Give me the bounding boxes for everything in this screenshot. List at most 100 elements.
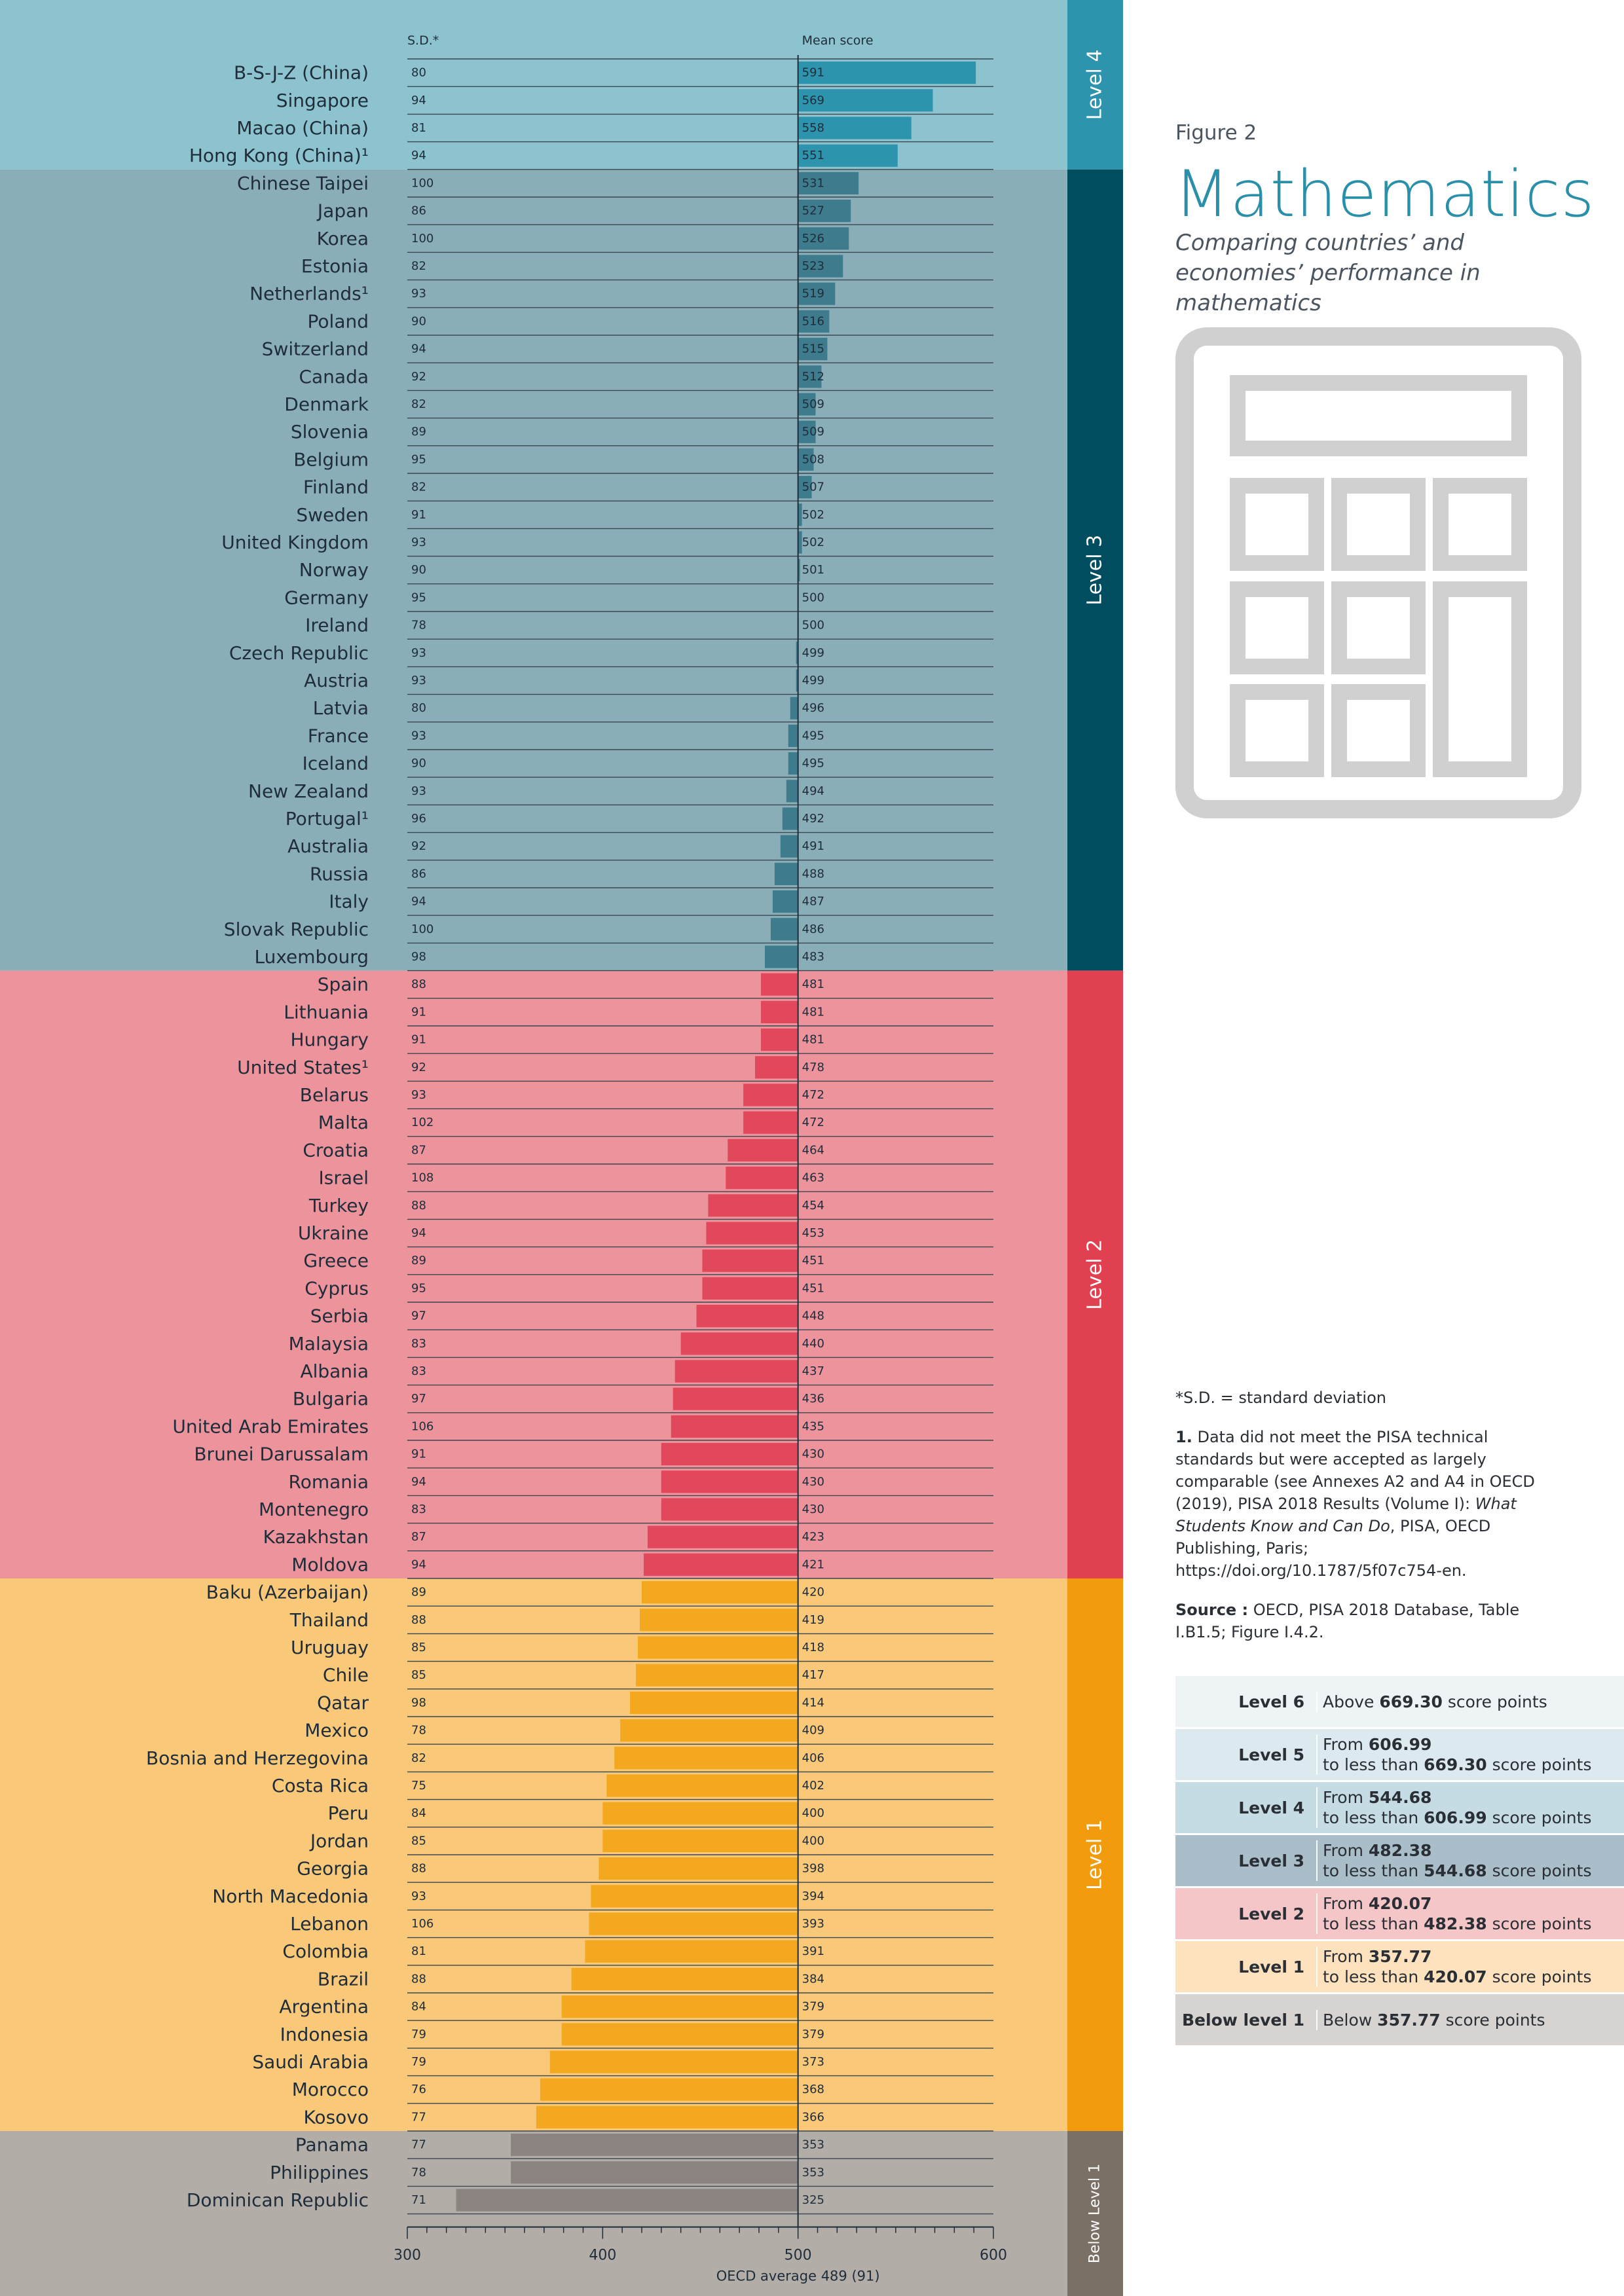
- mean-value: 558: [802, 121, 824, 135]
- level-name: Level 5: [1238, 1745, 1304, 1764]
- sd-value: 93: [411, 1889, 426, 1903]
- score-bar: [643, 1553, 798, 1576]
- mean-value: 379: [802, 2000, 824, 2014]
- country-label: Argentina: [279, 1996, 369, 2018]
- score-bar: [798, 282, 836, 305]
- country-label: Georgia: [297, 1858, 369, 1880]
- mean-value: 512: [802, 370, 824, 384]
- score-bar: [760, 1029, 798, 1051]
- mean-value: 437: [802, 1364, 824, 1378]
- score-bar: [788, 752, 798, 775]
- score-bar: [764, 945, 798, 968]
- score-bar: [630, 1691, 798, 1714]
- info-panel: Figure 2 Mathematics Comparing countries…: [1123, 0, 1624, 2296]
- score-bar: [549, 2050, 798, 2073]
- sd-value: 86: [411, 867, 426, 881]
- mean-value: 391: [802, 1944, 824, 1958]
- score-bar: [798, 144, 898, 167]
- score-bar: [743, 1111, 798, 1134]
- sd-value: 87: [411, 1143, 426, 1157]
- mean-value: 495: [802, 757, 824, 771]
- sd-value: 75: [411, 1779, 426, 1793]
- country-label: Czech Republic: [229, 642, 369, 664]
- score-bar: [798, 476, 812, 499]
- score-bar: [726, 1167, 798, 1190]
- mean-value: 400: [802, 1806, 824, 1820]
- score-bar: [743, 1084, 798, 1106]
- country-label: Brazil: [318, 1968, 369, 1990]
- country-label: Macao (China): [236, 117, 369, 139]
- mean-value: 502: [802, 508, 824, 522]
- sd-value: 94: [411, 895, 426, 909]
- mean-value: 451: [802, 1281, 824, 1295]
- score-bar: [760, 1000, 798, 1023]
- mean-value: 494: [802, 784, 824, 798]
- mean-value: 379: [802, 2028, 824, 2041]
- sd-value: 92: [411, 370, 426, 384]
- score-bar: [614, 1747, 798, 1770]
- country-label: Portugal¹: [286, 808, 369, 829]
- country-label: Indonesia: [280, 2024, 369, 2045]
- country-label: Austria: [304, 670, 369, 691]
- sd-value: 78: [411, 2166, 426, 2179]
- score-bar: [602, 1829, 798, 1852]
- mean-value: 454: [802, 1199, 824, 1212]
- sd-value: 93: [411, 536, 426, 549]
- mean-value: 502: [802, 536, 824, 549]
- sd-value: 89: [411, 1254, 426, 1267]
- sd-value: 91: [411, 1448, 426, 1461]
- score-bar: [798, 531, 802, 554]
- level-range: Above 669.30 score points: [1316, 1691, 1624, 1712]
- country-label: Germany: [284, 587, 369, 608]
- score-bar: [796, 642, 798, 665]
- mean-value: 430: [802, 1503, 824, 1516]
- country-label: Chinese Taipei: [237, 172, 369, 194]
- country-label: Slovenia: [291, 421, 369, 443]
- note-1: 1. Data did not meet the PISA technical …: [1175, 1428, 1535, 1580]
- score-bar: [798, 503, 802, 526]
- mean-value: 509: [802, 425, 824, 439]
- mean-value: 500: [802, 619, 824, 632]
- sd-value: 85: [411, 1641, 426, 1654]
- country-label: Lebanon: [290, 1913, 369, 1935]
- country-label: Belarus: [300, 1084, 369, 1106]
- mean-value: 516: [802, 314, 824, 328]
- sd-value: 77: [411, 2138, 426, 2152]
- sd-value: 88: [411, 1862, 426, 1876]
- sd-value: 89: [411, 425, 426, 439]
- mean-value: 488: [802, 867, 824, 881]
- sd-value: 85: [411, 1668, 426, 1682]
- sd-value: 83: [411, 1364, 426, 1378]
- mean-value: 398: [802, 1862, 824, 1876]
- sd-value: 79: [411, 2028, 426, 2041]
- score-bar: [760, 973, 798, 996]
- country-label: Kosovo: [303, 2106, 369, 2128]
- level-name: Level 3: [1238, 1851, 1304, 1870]
- level-row: Level 3 From 482.38 to less than 544.68 sc…: [1175, 1835, 1624, 1886]
- sd-value: 81: [411, 121, 426, 135]
- country-label: Denmark: [284, 393, 369, 415]
- sd-value: 108: [411, 1171, 434, 1185]
- country-label: Malaysia: [289, 1333, 369, 1355]
- score-bar: [770, 918, 798, 941]
- mean-value: 414: [802, 1696, 824, 1709]
- level-row: Level 1 From 357.77 to less than 420.07 sc…: [1175, 1941, 1624, 1992]
- sd-value: 87: [411, 1530, 426, 1544]
- country-label: Spain: [318, 974, 369, 995]
- footnotes: *S.D. = standard deviation 1. Data did n…: [1175, 1387, 1568, 1660]
- mean-value: 373: [802, 2055, 824, 2069]
- score-bar: [571, 1967, 798, 1990]
- country-label: Baku (Azerbaijan): [206, 1582, 369, 1603]
- score-bar: [680, 1332, 798, 1355]
- score-bar: [772, 890, 798, 913]
- sd-value: 97: [411, 1392, 426, 1406]
- score-bar: [696, 1305, 798, 1328]
- mean-value: 430: [802, 1475, 824, 1489]
- mean-value: 393: [802, 1917, 824, 1931]
- mean-value: 417: [802, 1668, 824, 1682]
- score-bar: [674, 1360, 798, 1383]
- sd-value: 78: [411, 1724, 426, 1738]
- mean-value: 523: [802, 259, 824, 273]
- sd-value: 86: [411, 204, 426, 218]
- mean-value: 483: [802, 950, 824, 964]
